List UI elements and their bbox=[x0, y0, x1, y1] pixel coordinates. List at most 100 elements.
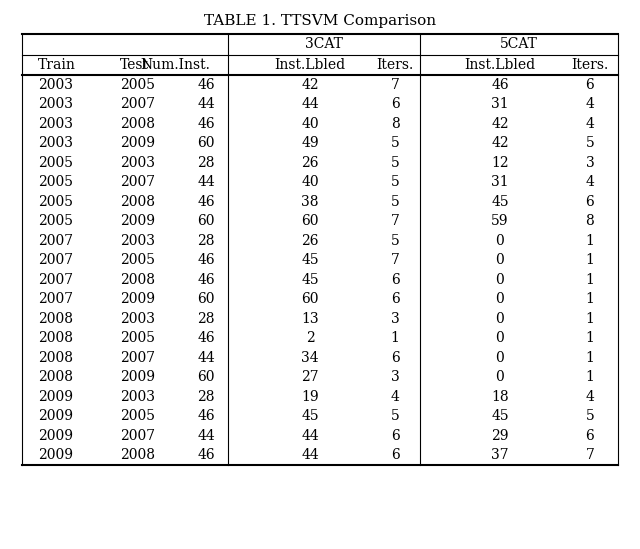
Text: 45: 45 bbox=[491, 409, 509, 423]
Text: 2005: 2005 bbox=[38, 175, 73, 189]
Text: Iters.: Iters. bbox=[572, 58, 609, 72]
Text: 2008: 2008 bbox=[38, 312, 73, 326]
Text: 0: 0 bbox=[495, 234, 504, 248]
Text: 7: 7 bbox=[390, 78, 399, 92]
Text: 27: 27 bbox=[301, 370, 319, 384]
Text: 44: 44 bbox=[197, 429, 215, 442]
Text: 29: 29 bbox=[492, 429, 509, 442]
Text: 6: 6 bbox=[390, 448, 399, 462]
Text: 2009: 2009 bbox=[120, 292, 155, 306]
Text: 1: 1 bbox=[586, 273, 595, 287]
Text: 5: 5 bbox=[586, 136, 595, 150]
Text: 28: 28 bbox=[198, 312, 215, 326]
Text: 4: 4 bbox=[586, 390, 595, 404]
Text: 7: 7 bbox=[390, 214, 399, 228]
Text: 2008: 2008 bbox=[38, 370, 73, 384]
Text: 28: 28 bbox=[198, 156, 215, 170]
Text: 5: 5 bbox=[390, 156, 399, 170]
Text: 2003: 2003 bbox=[38, 78, 73, 92]
Text: 45: 45 bbox=[301, 409, 319, 423]
Text: 18: 18 bbox=[491, 390, 509, 404]
Text: 46: 46 bbox=[197, 409, 215, 423]
Text: 4: 4 bbox=[586, 117, 595, 131]
Text: 38: 38 bbox=[301, 195, 319, 209]
Text: 6: 6 bbox=[390, 97, 399, 111]
Text: 40: 40 bbox=[301, 117, 319, 131]
Text: 42: 42 bbox=[491, 136, 509, 150]
Text: 2003: 2003 bbox=[120, 156, 155, 170]
Text: 5: 5 bbox=[390, 175, 399, 189]
Text: 45: 45 bbox=[301, 273, 319, 287]
Text: Iters.: Iters. bbox=[376, 58, 413, 72]
Text: 28: 28 bbox=[198, 390, 215, 404]
Text: 5: 5 bbox=[390, 136, 399, 150]
Text: 3CAT: 3CAT bbox=[305, 37, 343, 52]
Text: 2009: 2009 bbox=[38, 390, 73, 404]
Text: Train: Train bbox=[38, 58, 76, 72]
Text: 4: 4 bbox=[586, 97, 595, 111]
Text: 2005: 2005 bbox=[120, 78, 155, 92]
Text: 1: 1 bbox=[586, 312, 595, 326]
Text: 0: 0 bbox=[495, 331, 504, 345]
Text: 5: 5 bbox=[586, 409, 595, 423]
Text: 2007: 2007 bbox=[38, 234, 73, 248]
Text: 2003: 2003 bbox=[38, 117, 73, 131]
Text: 6: 6 bbox=[390, 292, 399, 306]
Text: 44: 44 bbox=[197, 97, 215, 111]
Text: 1: 1 bbox=[586, 292, 595, 306]
Text: 2003: 2003 bbox=[120, 390, 155, 404]
Text: 12: 12 bbox=[491, 156, 509, 170]
Text: TABLE 1. TTSVM Comparison: TABLE 1. TTSVM Comparison bbox=[204, 14, 436, 28]
Text: Inst.Lbled: Inst.Lbled bbox=[275, 58, 346, 72]
Text: 6: 6 bbox=[390, 429, 399, 442]
Text: 2005: 2005 bbox=[120, 331, 155, 345]
Text: 5: 5 bbox=[390, 195, 399, 209]
Text: 0: 0 bbox=[495, 253, 504, 267]
Text: 49: 49 bbox=[301, 136, 319, 150]
Text: 5: 5 bbox=[390, 409, 399, 423]
Text: 4: 4 bbox=[390, 390, 399, 404]
Text: 8: 8 bbox=[586, 214, 595, 228]
Text: 0: 0 bbox=[495, 273, 504, 287]
Text: 2007: 2007 bbox=[38, 292, 73, 306]
Text: 31: 31 bbox=[491, 97, 509, 111]
Text: 2008: 2008 bbox=[120, 117, 155, 131]
Text: 2003: 2003 bbox=[38, 136, 73, 150]
Text: 60: 60 bbox=[198, 136, 215, 150]
Text: 59: 59 bbox=[492, 214, 509, 228]
Text: 1: 1 bbox=[586, 234, 595, 248]
Text: 26: 26 bbox=[301, 234, 319, 248]
Text: 2009: 2009 bbox=[120, 136, 155, 150]
Text: 46: 46 bbox=[197, 331, 215, 345]
Text: 2005: 2005 bbox=[120, 409, 155, 423]
Text: 46: 46 bbox=[197, 273, 215, 287]
Text: 2005: 2005 bbox=[120, 253, 155, 267]
Text: 46: 46 bbox=[491, 78, 509, 92]
Text: 2: 2 bbox=[306, 331, 314, 345]
Text: 2005: 2005 bbox=[38, 214, 73, 228]
Text: 46: 46 bbox=[197, 448, 215, 462]
Text: 2003: 2003 bbox=[120, 312, 155, 326]
Text: 46: 46 bbox=[197, 78, 215, 92]
Text: 3: 3 bbox=[390, 312, 399, 326]
Text: 45: 45 bbox=[491, 195, 509, 209]
Text: 40: 40 bbox=[301, 175, 319, 189]
Text: 46: 46 bbox=[197, 253, 215, 267]
Text: 2007: 2007 bbox=[120, 175, 155, 189]
Text: 2007: 2007 bbox=[120, 97, 155, 111]
Text: 2007: 2007 bbox=[38, 273, 73, 287]
Text: 42: 42 bbox=[301, 78, 319, 92]
Text: 31: 31 bbox=[491, 175, 509, 189]
Text: 2008: 2008 bbox=[120, 273, 155, 287]
Text: 5CAT: 5CAT bbox=[500, 37, 538, 52]
Text: 0: 0 bbox=[495, 351, 504, 365]
Text: 1: 1 bbox=[586, 331, 595, 345]
Text: 6: 6 bbox=[586, 429, 595, 442]
Text: 2007: 2007 bbox=[120, 351, 155, 365]
Text: 46: 46 bbox=[197, 195, 215, 209]
Text: 2009: 2009 bbox=[38, 429, 73, 442]
Text: 0: 0 bbox=[495, 370, 504, 384]
Text: 2007: 2007 bbox=[38, 253, 73, 267]
Text: Inst.Lbled: Inst.Lbled bbox=[465, 58, 536, 72]
Text: 37: 37 bbox=[491, 448, 509, 462]
